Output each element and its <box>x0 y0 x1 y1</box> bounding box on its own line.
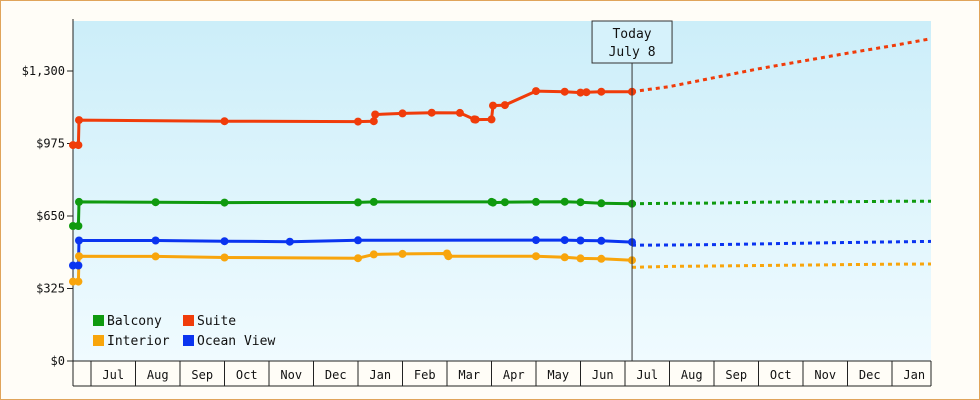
legend-label: Interior <box>107 334 170 349</box>
x-tick-label: Sep <box>725 368 747 382</box>
data-point-suite[interactable] <box>532 87 540 96</box>
data-point-suite[interactable] <box>398 109 407 118</box>
y-tick-label: $975 <box>36 137 65 151</box>
data-point-ocean-view[interactable] <box>220 237 229 246</box>
today-date-label: July 8 <box>609 45 656 60</box>
data-point-suite[interactable] <box>427 108 436 117</box>
data-point-interior[interactable] <box>597 254 606 263</box>
data-point-interior[interactable] <box>444 252 453 261</box>
data-point-suite[interactable] <box>471 115 480 124</box>
data-point-ocean-view[interactable] <box>354 236 362 245</box>
forecast-line-suite <box>631 37 932 94</box>
legend-swatch <box>183 335 194 346</box>
x-tick-label: Nov <box>814 368 836 382</box>
data-point-ocean-view[interactable] <box>75 236 83 245</box>
data-point-balcony[interactable] <box>220 198 229 207</box>
data-point-balcony[interactable] <box>597 199 606 208</box>
data-point-suite[interactable] <box>75 116 83 125</box>
x-tick-label: May <box>547 368 569 382</box>
data-point-balcony[interactable] <box>74 222 83 230</box>
data-point-interior[interactable] <box>151 252 160 261</box>
data-point-interior[interactable] <box>576 254 585 263</box>
x-tick-label: Dec <box>325 368 347 382</box>
x-tick-label: Oct <box>236 368 258 382</box>
y-tick-label: $650 <box>36 209 65 223</box>
data-point-suite[interactable] <box>354 117 362 126</box>
data-point-balcony[interactable] <box>576 198 585 207</box>
legend-swatch <box>93 315 104 326</box>
data-point-interior[interactable] <box>560 253 569 262</box>
legend-label: Ocean View <box>197 334 275 349</box>
data-point-interior[interactable] <box>369 250 378 259</box>
data-point-interior[interactable] <box>220 253 229 262</box>
data-point-balcony[interactable] <box>354 198 362 207</box>
data-point-suite[interactable] <box>582 88 591 97</box>
plot-background <box>73 21 931 361</box>
data-point-suite[interactable] <box>487 115 496 124</box>
data-point-balcony[interactable] <box>369 197 378 206</box>
x-tick-label: Oct <box>770 368 792 382</box>
data-point-ocean-view[interactable] <box>285 237 294 246</box>
data-point-ocean-view[interactable] <box>151 236 160 245</box>
data-point-ocean-view[interactable] <box>560 236 569 245</box>
data-point-balcony[interactable] <box>500 198 509 207</box>
x-tick-label: Nov <box>280 368 302 382</box>
data-point-balcony[interactable] <box>75 197 83 206</box>
x-tick-label: Jan <box>369 368 391 382</box>
legend-label: Balcony <box>107 314 162 329</box>
y-tick-label: $325 <box>36 282 65 296</box>
x-tick-label: Feb <box>414 368 436 382</box>
data-point-suite[interactable] <box>74 141 83 150</box>
y-tick-label: $1,300 <box>22 64 65 78</box>
legend-swatch <box>183 315 194 326</box>
x-tick-label: Jan <box>903 368 925 382</box>
data-point-suite[interactable] <box>371 110 380 119</box>
data-point-interior[interactable] <box>532 252 540 261</box>
data-point-suite[interactable] <box>560 87 569 96</box>
x-tick-label: Mar <box>458 368 480 382</box>
data-point-interior[interactable] <box>75 252 83 261</box>
data-point-suite[interactable] <box>500 101 509 110</box>
data-point-ocean-view[interactable] <box>74 261 83 270</box>
x-tick-label: Apr <box>503 368 525 382</box>
x-tick-label: Sep <box>191 368 213 382</box>
x-tick-label: Aug <box>681 368 703 382</box>
data-point-ocean-view[interactable] <box>532 236 540 245</box>
data-point-interior[interactable] <box>354 254 362 263</box>
x-tick-label: Jul <box>636 368 658 382</box>
x-tick-label: Jul <box>102 368 124 382</box>
x-tick-label: Dec <box>859 368 881 382</box>
y-tick-label: $0 <box>51 354 65 368</box>
data-point-balcony[interactable] <box>532 197 540 206</box>
data-point-suite[interactable] <box>369 117 378 126</box>
data-point-balcony[interactable] <box>151 198 160 207</box>
data-point-balcony[interactable] <box>489 198 497 207</box>
legend-label: Suite <box>197 314 236 329</box>
today-label: Today <box>612 27 651 42</box>
data-point-ocean-view[interactable] <box>576 236 585 245</box>
legend-swatch <box>93 335 104 346</box>
data-point-suite[interactable] <box>455 108 464 117</box>
x-tick-label: Aug <box>147 368 169 382</box>
data-point-ocean-view[interactable] <box>597 236 606 245</box>
x-tick-label: Jun <box>592 368 614 382</box>
data-point-suite[interactable] <box>576 88 585 97</box>
data-point-interior[interactable] <box>74 277 83 286</box>
today-box <box>591 20 673 64</box>
data-point-balcony[interactable] <box>560 197 569 206</box>
data-point-suite[interactable] <box>597 87 606 96</box>
data-point-suite[interactable] <box>489 101 497 110</box>
data-point-suite[interactable] <box>220 117 229 126</box>
data-point-interior[interactable] <box>398 249 407 258</box>
